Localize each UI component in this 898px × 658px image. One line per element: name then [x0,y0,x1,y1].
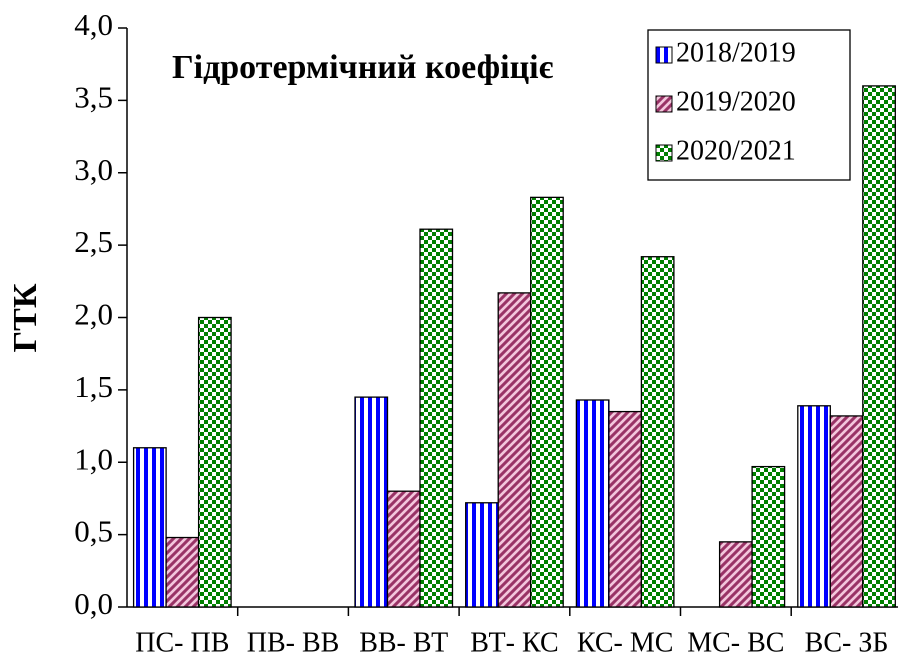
legend-label: 2020/2021 [676,135,796,166]
x-tick-label: КС- МС [577,627,674,658]
legend-box [647,29,851,181]
y-tick-label: 0,0 [74,586,113,621]
x-tick-label: МС- ВС [687,627,784,658]
legend-label: 2019/2020 [676,86,796,117]
bar [497,292,532,608]
y-tick-label: 2,5 [74,224,113,259]
legend-swatch [655,144,673,162]
bar [575,399,610,608]
x-tick-label: ПС- ПВ [135,627,229,658]
y-tick-label: 1,5 [74,369,113,404]
bar [197,316,232,608]
bar [718,541,753,608]
bar [132,447,167,608]
y-axis-label: ГТК [7,283,44,352]
x-tick-label: ПВ- ВВ [247,627,340,658]
y-tick-label: 4,0 [74,7,113,42]
bar [862,85,896,608]
bar [530,196,564,608]
y-tick-label: 3,0 [74,152,113,187]
legend-swatch [655,95,673,113]
bar [354,396,389,608]
bar [797,405,831,608]
bar [608,410,643,608]
y-tick-label: 2,0 [74,297,113,332]
bar [751,465,786,608]
bar [465,502,499,608]
bar [386,490,421,608]
chart-title: Гідротермічний коефіціє [172,49,554,86]
bar [419,228,454,608]
bar [165,536,200,608]
bar [829,415,864,608]
bar [640,256,675,608]
legend-label: 2018/2019 [676,37,796,68]
y-tick-label: 3,5 [74,79,113,114]
legend-swatch [655,46,673,64]
x-tick-label: ВС- ЗБ [805,627,889,658]
x-tick-label: ВТ- КС [470,627,558,658]
y-tick-label: 1,0 [74,441,113,476]
y-tick-label: 0,5 [74,514,113,549]
x-tick-label: ВВ- ВТ [359,627,448,658]
